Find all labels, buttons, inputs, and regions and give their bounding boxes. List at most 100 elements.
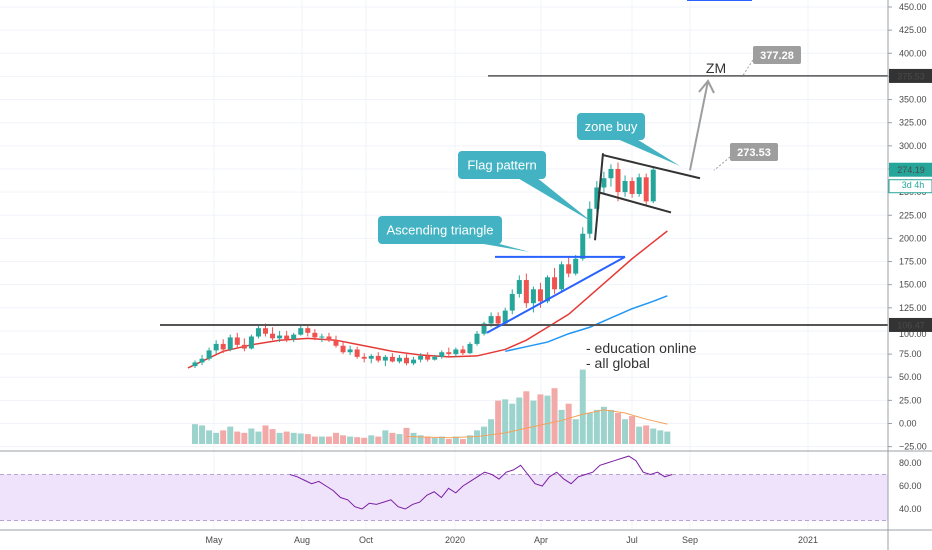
candle-body — [361, 356, 367, 359]
candle-body — [608, 168, 614, 179]
candle-body — [537, 289, 543, 302]
callout-ascending-triangle-pointer — [472, 242, 530, 252]
candle-body — [213, 343, 219, 351]
candle-body — [340, 345, 346, 353]
y-tick-label: 100.00 — [899, 329, 927, 339]
x-tick-label: Aug — [294, 535, 310, 545]
candle-body — [354, 349, 360, 357]
price-tag-273 — [730, 143, 778, 161]
candle-body — [319, 336, 325, 338]
y-tick-label: −25.00 — [899, 442, 927, 452]
candle-body — [270, 333, 276, 339]
candle-body — [495, 316, 501, 324]
volume-bar — [502, 399, 509, 444]
x-tick-label: May — [205, 535, 223, 545]
volume-bar — [445, 439, 452, 444]
volume-bar — [220, 430, 227, 444]
y-tick-label: 150.00 — [899, 280, 927, 290]
volume-bar — [269, 429, 276, 444]
candle-body — [559, 264, 565, 290]
candle-body — [396, 357, 402, 362]
candle-body — [474, 333, 480, 344]
volume-bar — [361, 437, 368, 444]
volume-bar — [474, 430, 480, 444]
y-tick-label: 25.00 — [899, 395, 922, 405]
volume-bar — [657, 430, 664, 444]
candle-body — [439, 352, 445, 357]
volume-bar — [311, 436, 318, 444]
volume-bar — [248, 428, 255, 444]
candle-body — [587, 208, 593, 234]
volume-bar — [297, 433, 304, 444]
candle-body — [481, 323, 487, 334]
rsi-line — [289, 455, 673, 510]
volume-bar — [375, 436, 382, 444]
candle-body — [601, 178, 607, 188]
volume-average — [406, 409, 668, 439]
volume-bar — [488, 419, 495, 444]
volume-bars — [192, 369, 671, 444]
candle-body — [573, 258, 579, 274]
volume-bar — [523, 391, 530, 444]
y-tick-label: 350.00 — [899, 95, 927, 105]
annotations[interactable]: Ascending triangle Flag pattern zone buy 27… — [378, 46, 801, 252]
flag-bottom-line — [597, 191, 672, 214]
x-tick-label: 2021 — [798, 535, 818, 545]
candle-body — [425, 355, 431, 360]
candle-body — [220, 343, 226, 350]
note-education-online: - education online — [586, 340, 697, 356]
price-tag-text: 375.53 — [897, 71, 925, 81]
volume-bar — [403, 427, 410, 444]
volume-bar — [340, 435, 347, 444]
y-tick-label: 200.00 — [899, 233, 927, 243]
volume-bar — [643, 425, 650, 444]
price-tag — [889, 317, 932, 332]
y-tick-label: 0.00 — [899, 419, 917, 429]
x-tick-label: Sep — [682, 535, 698, 545]
interval-label: 3d 4h — [902, 180, 925, 190]
flag-top-line — [602, 154, 701, 180]
price-tag-377 — [753, 46, 801, 64]
volume-bar — [368, 435, 375, 444]
volume-bar — [276, 432, 283, 444]
x-tick-label: 2020 — [445, 535, 465, 545]
volume-bar — [283, 431, 290, 444]
candle-body — [234, 337, 240, 345]
volume-bar — [396, 434, 403, 444]
ma-slow-line — [505, 295, 668, 353]
volume-bar — [206, 430, 213, 444]
volume-bar — [615, 413, 621, 444]
rsi-y-tick: 80.00 — [899, 458, 922, 468]
callout-flag-pattern-pointer — [516, 177, 592, 222]
candle-body — [453, 349, 459, 355]
volume-bar — [459, 439, 466, 444]
volume-bar — [537, 394, 544, 444]
volume-bar — [199, 425, 206, 444]
volume-bar — [544, 395, 551, 444]
volume-bar — [452, 436, 459, 444]
candle-body — [263, 328, 268, 334]
candle-body — [411, 359, 417, 364]
candle-body — [580, 233, 586, 259]
price-tag-273-text: 273.53 — [737, 147, 771, 159]
volume-bar — [607, 409, 614, 444]
volume-bar — [325, 436, 332, 444]
volume-bar — [650, 428, 657, 444]
candle-body — [460, 349, 466, 354]
candle-body — [277, 335, 283, 339]
candle-body — [488, 316, 494, 324]
volume-bar — [466, 435, 473, 444]
volume-bar — [213, 432, 220, 444]
callout-flag-pattern — [458, 151, 546, 179]
volume-bar — [551, 388, 558, 444]
rsi-pane: 80.00 60.00 40.00 — [0, 455, 922, 521]
triangle-rising-line — [486, 256, 626, 334]
ma-fast-line — [187, 230, 668, 369]
volume-bar — [495, 400, 502, 444]
trend-drawings[interactable] — [160, 0, 888, 334]
candle-body — [418, 355, 424, 360]
candle-body — [516, 280, 522, 294]
price-tag-377-leader — [741, 59, 754, 78]
volume-bar — [234, 431, 241, 444]
